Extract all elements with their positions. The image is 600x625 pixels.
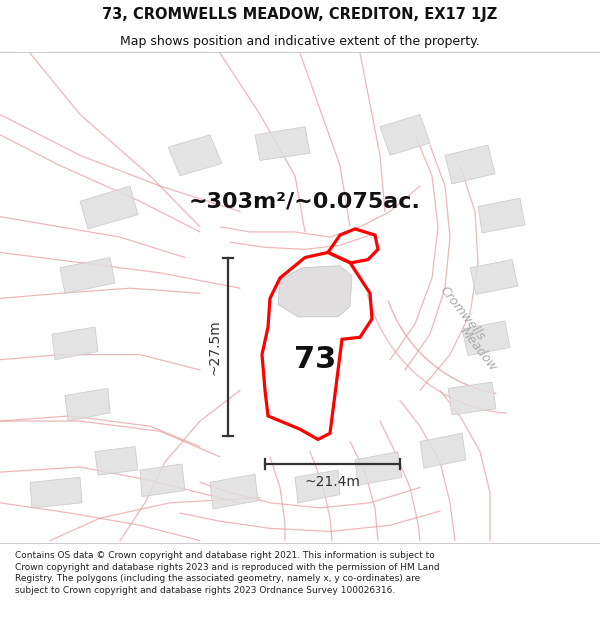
- Polygon shape: [255, 127, 310, 161]
- Polygon shape: [95, 447, 138, 475]
- Polygon shape: [462, 321, 510, 356]
- Polygon shape: [278, 266, 352, 317]
- Text: Contains OS data © Crown copyright and database right 2021. This information is : Contains OS data © Crown copyright and d…: [15, 551, 440, 595]
- Text: 73: 73: [294, 345, 336, 374]
- Polygon shape: [295, 470, 340, 502]
- Text: Cromwells: Cromwells: [437, 284, 487, 343]
- Text: Meadow: Meadow: [457, 325, 499, 374]
- Polygon shape: [30, 478, 82, 508]
- Polygon shape: [80, 186, 138, 229]
- Polygon shape: [140, 464, 185, 497]
- Polygon shape: [448, 382, 496, 415]
- Polygon shape: [478, 198, 525, 233]
- Text: 73, CROMWELLS MEADOW, CREDITON, EX17 1JZ: 73, CROMWELLS MEADOW, CREDITON, EX17 1JZ: [103, 8, 497, 22]
- Polygon shape: [355, 452, 402, 486]
- Polygon shape: [380, 114, 430, 156]
- Text: ~21.4m: ~21.4m: [305, 476, 361, 489]
- Polygon shape: [445, 145, 495, 184]
- Text: ~303m²/~0.075ac.: ~303m²/~0.075ac.: [189, 191, 421, 211]
- Polygon shape: [60, 258, 115, 293]
- Polygon shape: [52, 327, 98, 360]
- Polygon shape: [210, 474, 258, 509]
- Text: ~27.5m: ~27.5m: [207, 319, 221, 375]
- Polygon shape: [420, 433, 466, 468]
- Polygon shape: [470, 259, 518, 294]
- Polygon shape: [168, 135, 222, 176]
- Text: Map shows position and indicative extent of the property.: Map shows position and indicative extent…: [120, 35, 480, 48]
- Polygon shape: [65, 388, 110, 421]
